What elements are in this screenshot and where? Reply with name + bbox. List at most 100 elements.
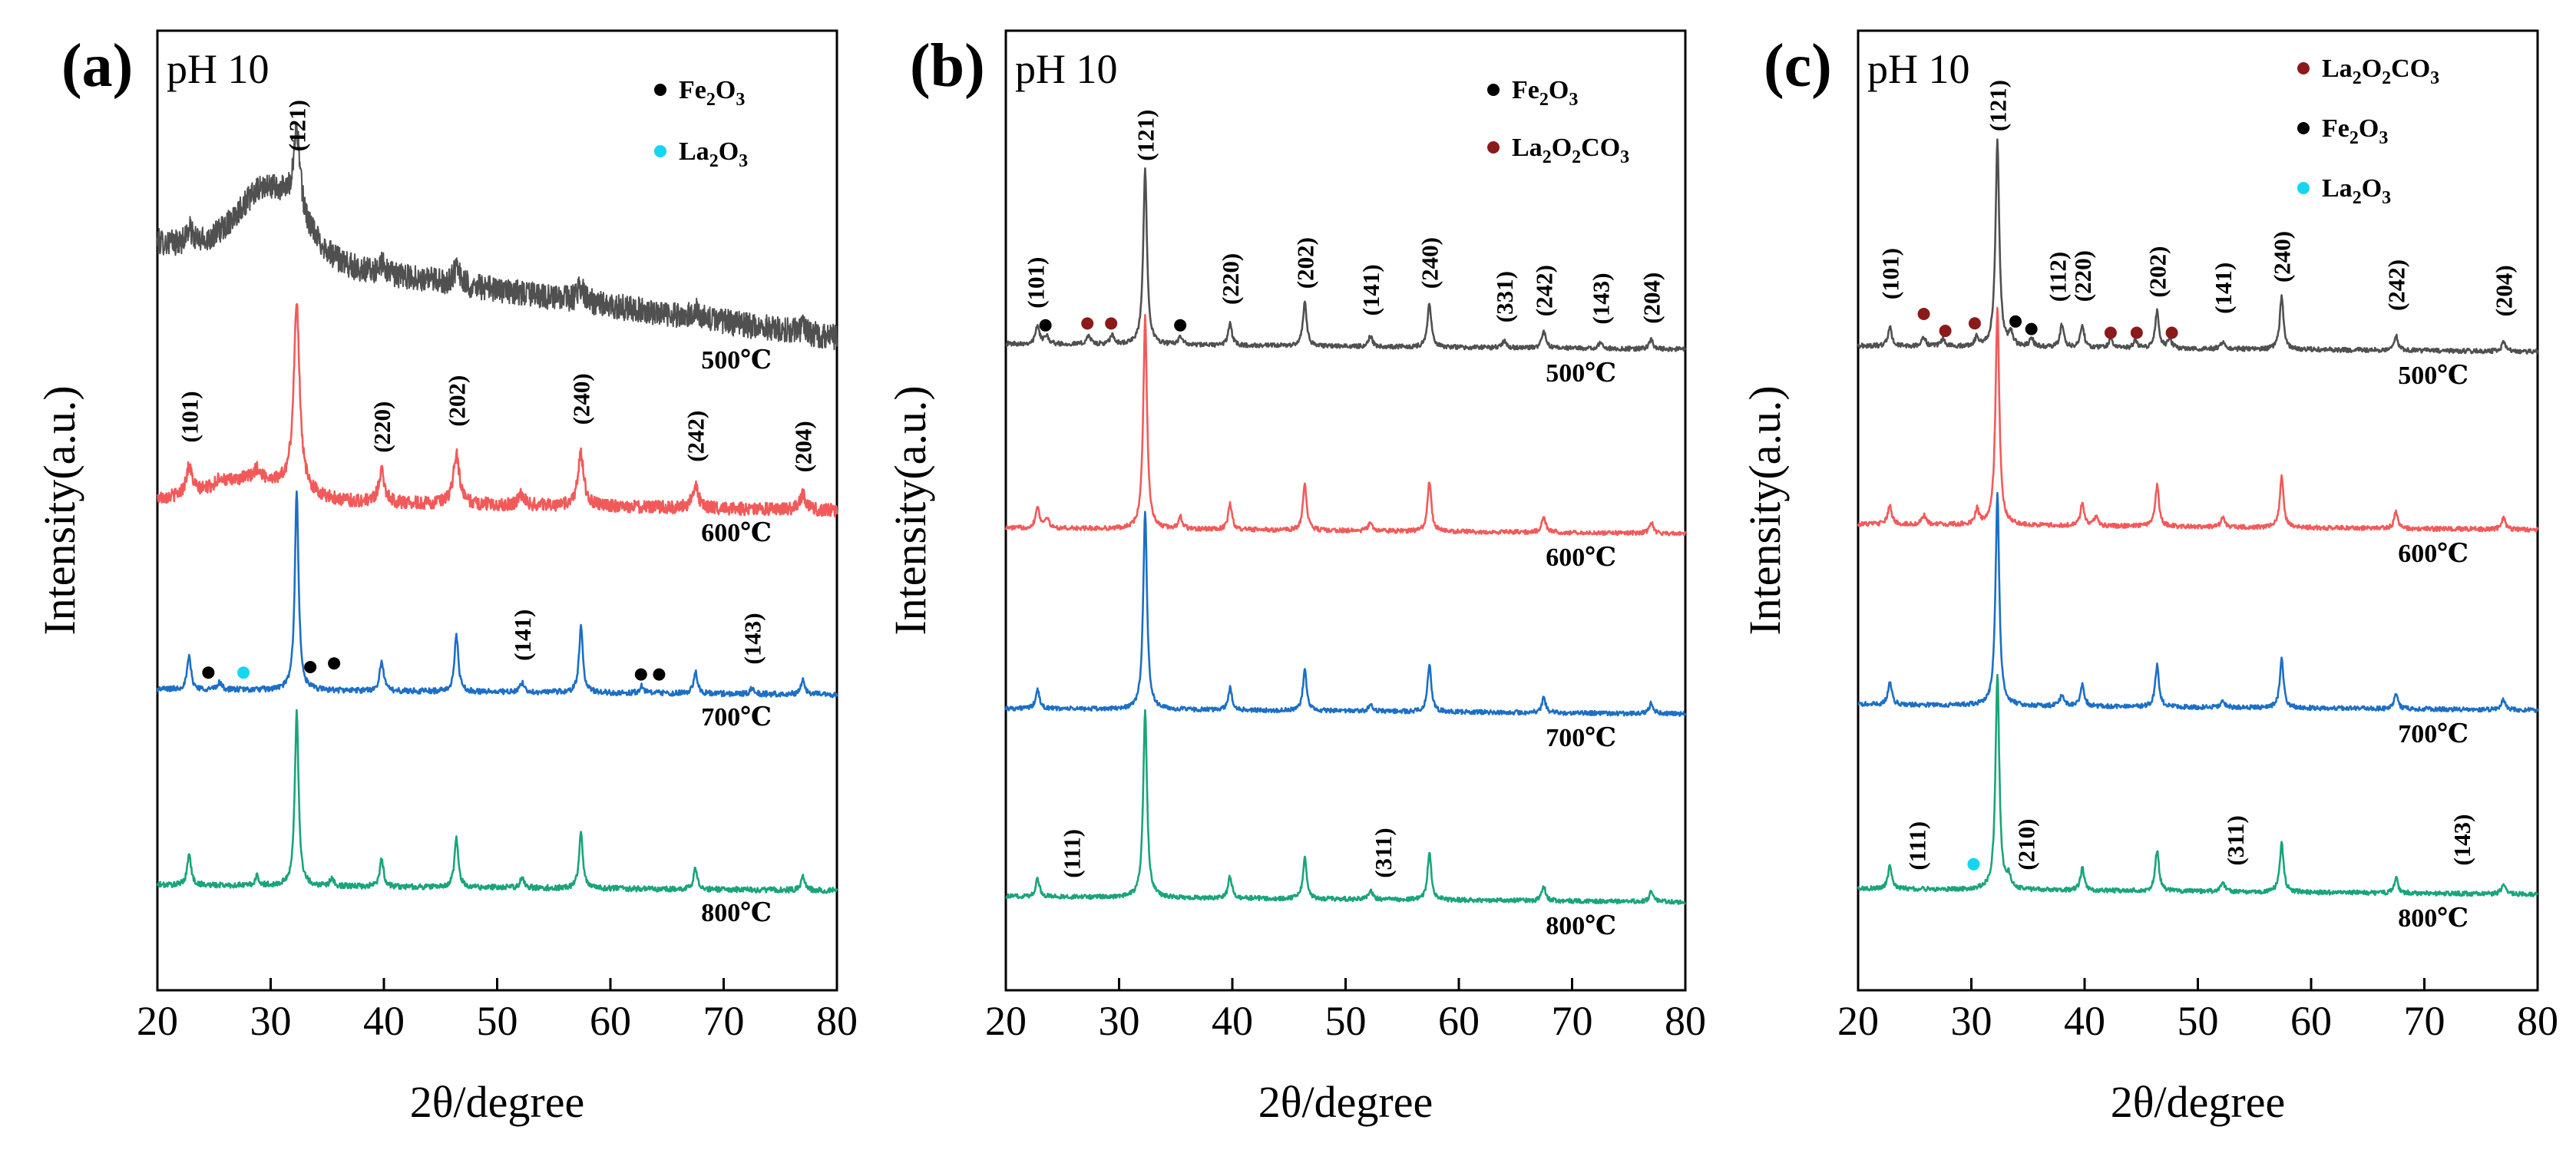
- hkl-label: (101): [176, 391, 203, 442]
- x-tick-label: 40: [2064, 998, 2105, 1044]
- legend-label: La2O3: [679, 137, 748, 171]
- hkl-label: (101): [1022, 257, 1049, 309]
- phase-marker-fe2o3: [634, 668, 647, 681]
- panel-label: (c): [1764, 32, 1832, 100]
- legend-label: Fe2O3: [2322, 114, 2388, 148]
- hkl-label: (112): [2045, 252, 2072, 302]
- phase-marker-la2o2co3: [1081, 317, 1094, 330]
- phase-marker-la2o2co3: [2104, 326, 2117, 339]
- legend-label: La2O2CO3: [2322, 55, 2439, 88]
- x-tick-label: 30: [250, 998, 292, 1044]
- series-line-500: [157, 121, 838, 351]
- x-tick-label: 60: [1438, 998, 1480, 1044]
- hkl-label: (204): [790, 421, 817, 472]
- temperature-label: 800℃: [701, 899, 772, 927]
- phase-marker-fe2o3: [2009, 315, 2022, 328]
- phase-marker-la2o2co3: [1939, 325, 1952, 338]
- legend-item: Fe2O3: [2297, 114, 2388, 148]
- x-tick-label: 80: [1665, 998, 1706, 1044]
- phase-marker-fe2o3: [2025, 322, 2038, 335]
- condition-label: pH 10: [167, 46, 270, 92]
- temperature-label: 800℃: [1546, 912, 1616, 940]
- phase-marker-fe2o3: [202, 666, 215, 679]
- x-tick-label: 40: [363, 998, 405, 1044]
- hkl-label: (141): [1357, 264, 1384, 316]
- legend-label: Fe2O3: [1512, 76, 1578, 110]
- hkl-label: (242): [2383, 259, 2410, 311]
- series-line-600: [157, 302, 838, 518]
- y-axis-title: Intensity(a.u.): [1740, 385, 1790, 635]
- legend-marker-icon: [2297, 122, 2310, 134]
- x-tick-label: 70: [2404, 998, 2445, 1044]
- legend-label: La2O2CO3: [1512, 134, 1629, 167]
- panel-label: (a): [61, 32, 133, 100]
- hkl-label: (143): [2449, 814, 2475, 865]
- hkl-label: (311): [1370, 828, 1397, 877]
- y-axis-title: Intensity(a.u.): [885, 385, 935, 635]
- x-tick-label: 70: [1552, 998, 1593, 1044]
- series-line-700: [1857, 491, 2539, 713]
- x-axis-title: 2θ/degree: [2111, 1077, 2285, 1127]
- chart-panel-3: 20 30 40 50 60 70 80 2θ/degree Intensity(a.u.) (c…: [1740, 29, 2558, 1127]
- series-line-800: [156, 709, 838, 894]
- phase-marker-la2o2co3: [1917, 308, 1930, 320]
- hkl-label: (111): [1059, 829, 1086, 878]
- legend-marker-icon: [1487, 84, 1500, 96]
- temperature-label: 700℃: [1546, 724, 1616, 752]
- hkl-label: (220): [1217, 253, 1244, 305]
- x-tick-label: 20: [985, 998, 1027, 1044]
- x-axis-title: 2θ/degree: [1258, 1077, 1433, 1127]
- temperature-label: 700℃: [2398, 720, 2469, 748]
- hkl-label: (240): [568, 373, 595, 425]
- temperature-label: 600℃: [2398, 540, 2469, 568]
- phase-marker-la2o3: [237, 666, 250, 679]
- legend-marker-icon: [2297, 182, 2310, 194]
- legend-label: Fe2O3: [679, 76, 745, 110]
- hkl-label: (202): [443, 375, 470, 427]
- series-line-500: [1005, 167, 1687, 352]
- phase-marker-la2o2co3: [2165, 326, 2178, 339]
- x-tick-label: 60: [590, 998, 631, 1044]
- hkl-label: (121): [1984, 80, 2011, 131]
- phase-marker-fe2o3: [653, 668, 666, 681]
- hkl-label: (311): [2222, 815, 2249, 865]
- x-tick-label: 70: [703, 998, 745, 1044]
- x-tick-label: 50: [2178, 998, 2219, 1044]
- legend-item: Fe2O3: [1487, 76, 1578, 110]
- temperature-label: 500℃: [701, 346, 772, 375]
- series-line-600: [1857, 306, 2539, 533]
- hkl-label: (121): [283, 100, 310, 151]
- hkl-label: (242): [1531, 265, 1558, 316]
- hkl-label: (210): [2012, 818, 2039, 870]
- series-line-500: [1857, 138, 2539, 355]
- hkl-label: (141): [2210, 263, 2237, 314]
- hkl-label: (240): [2269, 231, 2296, 282]
- series-line-800: [1857, 673, 2539, 897]
- x-tick-label: 20: [137, 998, 178, 1044]
- legend-item: La2O3: [2297, 174, 2391, 208]
- hkl-label: (101): [1877, 248, 1903, 299]
- y-axis-title: Intensity(a.u.): [35, 385, 84, 635]
- hkl-label: (204): [2491, 265, 2518, 316]
- plot-frame: [1857, 29, 2539, 992]
- x-tick-label: 60: [2290, 998, 2332, 1044]
- legend-item: La2O3: [654, 137, 748, 171]
- legend-marker-icon: [654, 84, 666, 96]
- hkl-label: (220): [369, 401, 395, 453]
- plot-frame: [1004, 29, 1687, 992]
- series-line-700: [1004, 510, 1687, 717]
- x-tick-label: 50: [1325, 998, 1367, 1044]
- series-line-700: [156, 490, 838, 699]
- x-tick-label: 80: [2517, 998, 2558, 1044]
- temperature-label: 500℃: [1546, 359, 1616, 388]
- hkl-label: (141): [509, 610, 536, 661]
- legend-label: La2O3: [2322, 174, 2391, 208]
- hkl-label: (204): [1639, 273, 1665, 324]
- legend-item: Fe2O3: [654, 76, 745, 110]
- phase-marker-fe2o3: [328, 657, 341, 670]
- hkl-label: (331): [1491, 271, 1518, 322]
- hkl-label: (202): [1291, 237, 1318, 289]
- hkl-label: (202): [2144, 246, 2171, 297]
- hkl-label: (143): [739, 613, 766, 664]
- legend-marker-icon: [1487, 141, 1500, 154]
